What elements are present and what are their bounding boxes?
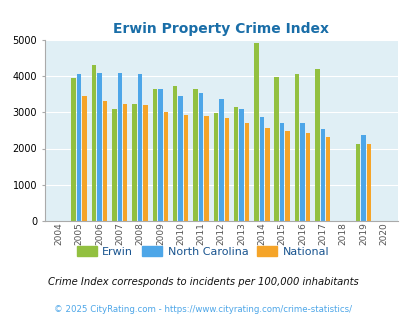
Bar <box>112 109 116 221</box>
Bar <box>123 104 127 221</box>
Bar <box>158 88 162 221</box>
Bar <box>183 115 188 221</box>
Bar <box>285 131 289 221</box>
Bar <box>92 65 96 221</box>
Title: Erwin Property Crime Index: Erwin Property Crime Index <box>113 22 328 36</box>
Bar <box>305 133 309 221</box>
Bar <box>355 144 359 221</box>
Bar <box>152 88 157 221</box>
Bar <box>117 73 122 221</box>
Bar <box>320 129 324 221</box>
Bar <box>259 117 264 221</box>
Bar <box>132 104 136 221</box>
Bar <box>233 108 238 221</box>
Bar <box>198 93 203 221</box>
Text: Crime Index corresponds to incidents per 100,000 inhabitants: Crime Index corresponds to incidents per… <box>47 278 358 287</box>
Bar <box>366 144 370 221</box>
Bar <box>239 109 243 221</box>
Bar <box>173 86 177 221</box>
Bar <box>71 78 76 221</box>
Bar <box>204 116 208 221</box>
Bar <box>102 101 107 221</box>
Bar <box>294 74 298 221</box>
Bar <box>254 43 258 221</box>
Bar <box>300 123 304 221</box>
Bar <box>325 137 330 221</box>
Bar <box>264 128 269 221</box>
Bar <box>244 123 249 221</box>
Bar <box>219 99 223 221</box>
Bar <box>193 89 197 221</box>
Bar <box>224 117 228 221</box>
Bar <box>274 77 278 221</box>
Bar <box>77 74 81 221</box>
Bar <box>178 96 182 221</box>
Bar <box>138 75 142 221</box>
Bar <box>163 112 168 221</box>
Bar <box>360 135 365 221</box>
Text: © 2025 CityRating.com - https://www.cityrating.com/crime-statistics/: © 2025 CityRating.com - https://www.city… <box>54 305 351 314</box>
Bar <box>97 73 101 221</box>
Bar <box>213 113 217 221</box>
Bar <box>143 105 147 221</box>
Bar <box>82 96 87 221</box>
Bar <box>279 123 284 221</box>
Legend: Erwin, North Carolina, National: Erwin, North Carolina, National <box>72 242 333 261</box>
Bar <box>314 69 319 221</box>
